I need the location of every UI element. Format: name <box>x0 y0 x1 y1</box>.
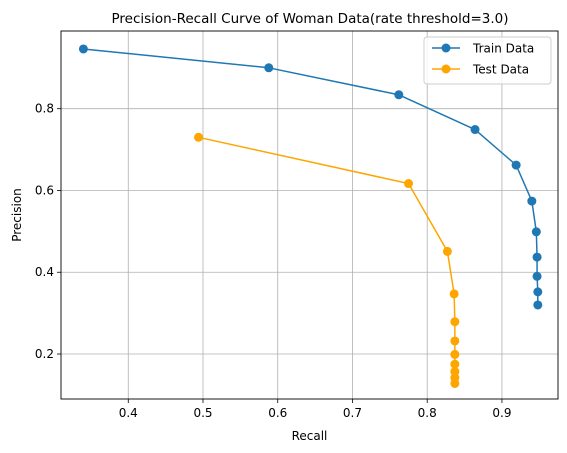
legend-entry: Test Data <box>432 63 529 77</box>
data-point <box>442 246 452 256</box>
data-point <box>450 378 460 388</box>
data-point <box>533 300 543 310</box>
chart-title: Precision-Recall Curve of Woman Data(rat… <box>111 11 508 27</box>
x-tick-label: 0.4 <box>119 406 138 420</box>
series-test-data <box>194 132 460 388</box>
data-point <box>394 90 404 100</box>
y-tick-label: 0.8 <box>35 102 54 116</box>
legend-marker <box>441 43 451 53</box>
x-tick-label: 0.6 <box>268 406 287 420</box>
grid <box>61 31 558 399</box>
axis-ticks: 0.4 0.5 0.6 0.7 0.8 0.9 0.2 0.4 0.6 0.8 <box>35 102 512 420</box>
legend: Train Data Test Data <box>423 36 552 85</box>
y-axis-label: Precision <box>10 188 24 242</box>
data-point <box>527 196 537 206</box>
x-tick-label: 0.9 <box>492 406 511 420</box>
plot-area-frame <box>60 30 559 400</box>
x-tick-label: 0.5 <box>193 406 212 420</box>
legend-entries: Train Data Test Data <box>432 42 534 77</box>
data-point <box>511 160 521 170</box>
x-tick-label: 0.7 <box>343 406 362 420</box>
x-tick-label: 0.8 <box>418 406 437 420</box>
data-point <box>78 44 88 54</box>
data-point <box>449 289 459 299</box>
data-point <box>404 179 414 189</box>
data-point <box>450 336 460 346</box>
y-tick-label: 0.6 <box>35 183 54 197</box>
series-train-data <box>78 44 543 310</box>
y-tick-label: 0.4 <box>35 265 54 279</box>
data-point <box>470 125 480 135</box>
series-layer <box>78 44 543 388</box>
data-point <box>450 359 460 369</box>
data-point <box>532 271 542 281</box>
data-point <box>264 63 274 73</box>
data-point <box>533 287 543 297</box>
data-point <box>450 317 460 327</box>
data-point <box>532 252 542 262</box>
data-point <box>531 227 541 237</box>
y-tick-label: 0.2 <box>35 347 54 361</box>
legend-label: Test Data <box>472 63 529 77</box>
data-point <box>194 132 204 142</box>
x-axis-label: Recall <box>292 429 328 443</box>
legend-entry: Train Data <box>432 42 534 56</box>
legend-marker <box>441 64 451 74</box>
legend-label: Train Data <box>472 42 534 56</box>
data-point <box>450 349 460 359</box>
